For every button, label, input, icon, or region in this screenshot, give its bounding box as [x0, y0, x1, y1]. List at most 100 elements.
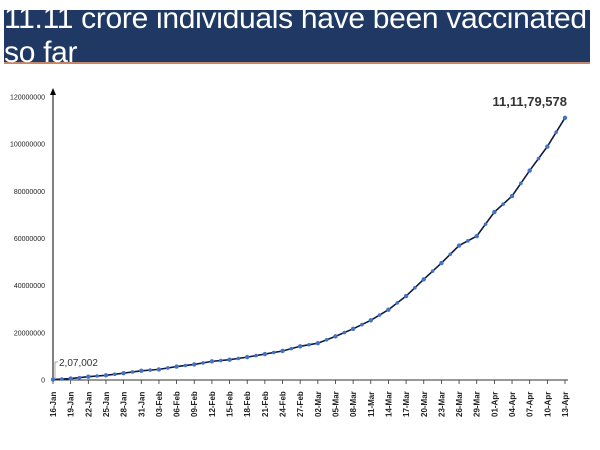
x-tick-label: 28-Jan: [120, 392, 129, 417]
data-point: [254, 353, 258, 358]
data-point: [368, 318, 373, 323]
y-tick-label: 20000000: [14, 330, 45, 337]
start-value-label: 2,07,002: [59, 358, 98, 369]
data-point: [165, 366, 170, 370]
data-point: [554, 130, 558, 134]
data-point: [395, 301, 400, 305]
y-axis-arrow-icon: [50, 88, 56, 95]
x-tick-label: 05-Mar: [331, 391, 340, 417]
data-point: [501, 202, 506, 206]
x-tick-label: 22-Jan: [84, 392, 93, 417]
x-tick-label: 23-Mar: [437, 391, 446, 417]
data-point: [536, 156, 541, 161]
data-point: [324, 337, 329, 342]
data-point: [280, 348, 285, 354]
x-tick-label: 26-Mar: [455, 391, 464, 417]
end-value-label: 11,11,79,578: [493, 94, 567, 109]
data-point: [156, 367, 162, 372]
x-tick-label: 10-Apr: [543, 392, 552, 417]
x-tick-label: 12-Feb: [208, 391, 217, 417]
x-tick-label: 14-Mar: [384, 391, 393, 417]
data-point: [545, 144, 550, 149]
data-point: [342, 330, 347, 335]
series-line: [52, 117, 566, 381]
data-point: [466, 239, 470, 243]
data-point: [421, 277, 426, 282]
data-point: [271, 350, 276, 355]
x-tick-label: 15-Feb: [226, 391, 235, 417]
data-point: [307, 342, 311, 347]
x-tick-label: 18-Feb: [243, 391, 252, 417]
data-point: [148, 368, 152, 372]
data-point: [183, 363, 188, 368]
x-tick-label: 31-Jan: [137, 392, 146, 417]
x-tick-label: 09-Feb: [190, 391, 199, 417]
x-tick-label: 04-Apr: [508, 392, 517, 417]
title-banner: 11.11 crore individuals have been vaccin…: [4, 2, 590, 69]
data-point: [386, 307, 391, 312]
data-point: [297, 344, 303, 349]
data-point: [439, 260, 444, 266]
x-tick-label: 24-Feb: [279, 391, 288, 417]
x-tick-label: 07-Apr: [526, 392, 535, 417]
data-point: [139, 368, 144, 374]
data-point: [360, 322, 364, 327]
data-point: [456, 243, 462, 248]
page-title: 11.11 crore individuals have been vaccin…: [4, 2, 587, 69]
y-tick-label: 80000000: [14, 189, 45, 196]
data-point: [227, 357, 232, 362]
x-tick-label: 02-Mar: [314, 391, 323, 417]
data-point: [474, 233, 479, 239]
data-point: [50, 377, 56, 382]
data-point: [315, 341, 321, 346]
data-point: [492, 209, 497, 215]
data-point: [121, 370, 126, 376]
data-point: [245, 354, 250, 360]
data-point: [448, 252, 453, 257]
x-tick-label: 11-Mar: [367, 392, 376, 417]
data-point: [562, 115, 568, 121]
x-tick-label: 29-Mar: [473, 391, 482, 417]
data-point: [174, 364, 179, 369]
data-point: [103, 373, 109, 378]
x-tick-label: 17-Mar: [402, 391, 411, 417]
x-tick-label: 20-Mar: [420, 391, 429, 417]
data-point: [77, 375, 82, 380]
data-point: [209, 359, 215, 364]
data-point: [201, 361, 205, 365]
data-point: [413, 285, 417, 290]
y-tick-label: 60000000: [14, 236, 45, 243]
y-tick-label: 0: [41, 378, 45, 385]
x-tick-label: 27-Feb: [296, 391, 305, 417]
data-point: [112, 372, 117, 377]
x-tick-label: 08-Mar: [349, 391, 358, 417]
data-point: [68, 376, 73, 381]
data-point: [527, 168, 532, 173]
data-point: [236, 356, 241, 361]
annotation-leader: [54, 361, 58, 378]
x-tick-label: 06-Feb: [173, 391, 182, 417]
data-point: [509, 193, 515, 199]
data-point: [350, 326, 356, 332]
x-tick-label: 03-Feb: [155, 391, 164, 417]
y-tick-label: 100000000: [10, 142, 45, 149]
data-point: [192, 362, 197, 367]
data-point: [519, 181, 523, 186]
data-point: [218, 358, 223, 363]
data-point: [86, 374, 91, 379]
data-point: [430, 269, 435, 273]
data-point: [289, 346, 294, 351]
data-point: [262, 351, 268, 357]
data-point: [60, 377, 64, 381]
data-point: [130, 370, 135, 374]
data-point: [95, 374, 99, 378]
data-point: [483, 222, 488, 226]
x-tick-label: 25-Jan: [102, 392, 111, 417]
data-point: [377, 313, 382, 317]
y-tick-label: 120000000: [10, 95, 45, 102]
data-point: [333, 334, 338, 339]
x-tick-label: 16-Jan: [49, 392, 58, 417]
x-tick-label: 01-Apr: [490, 392, 499, 417]
x-tick-label: 19-Jan: [67, 392, 76, 417]
